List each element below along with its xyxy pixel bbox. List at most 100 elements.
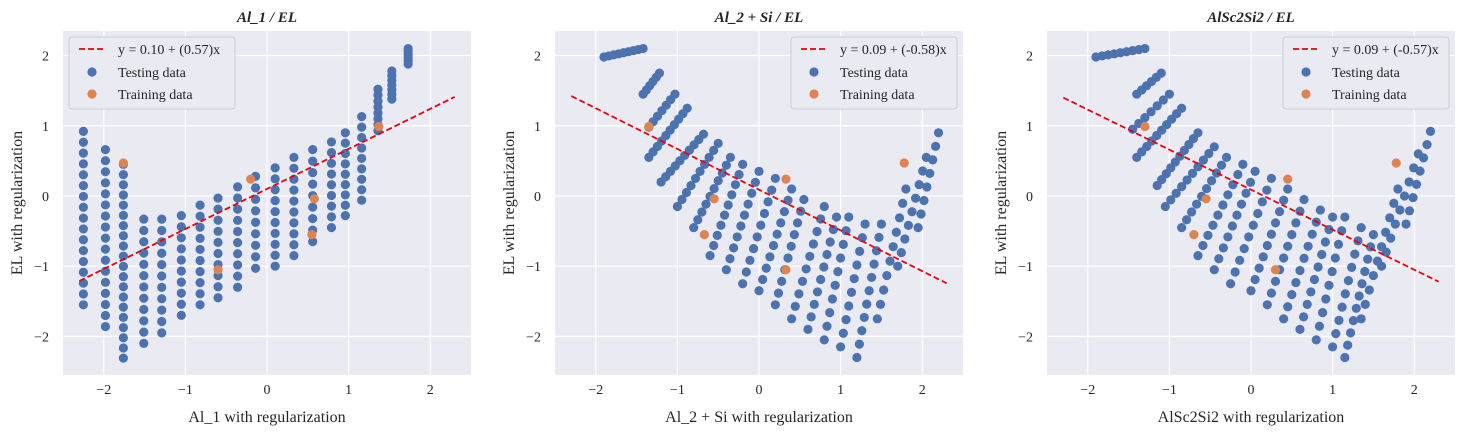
testing-point (78, 246, 88, 256)
legend-training-marker (809, 89, 819, 99)
testing-point (233, 260, 243, 270)
testing-point (176, 266, 186, 276)
testing-point (799, 194, 809, 205)
testing-point (801, 264, 811, 274)
testing-point (100, 189, 111, 199)
testing-point (1213, 210, 1223, 220)
x-tick-label: 0 (756, 383, 763, 398)
training-point (213, 265, 223, 275)
testing-point (1193, 162, 1203, 172)
testing-point (195, 200, 205, 210)
testing-point (326, 137, 337, 147)
training-point (781, 265, 791, 275)
testing-point (682, 103, 692, 113)
legend-training-marker (1301, 89, 1311, 99)
legend-label: Training data (840, 88, 915, 103)
testing-point (340, 179, 350, 190)
testing-point (767, 185, 777, 195)
training-point (374, 121, 384, 132)
testing-point (1363, 254, 1373, 264)
testing-point (1266, 173, 1276, 184)
testing-point (1250, 274, 1260, 285)
testing-point (78, 202, 88, 212)
testing-point (118, 241, 128, 251)
testing-point (1140, 43, 1150, 54)
testing-point (776, 218, 786, 228)
testing-point (195, 244, 205, 255)
testing-point (704, 152, 714, 162)
testing-point (100, 266, 111, 276)
testing-point (819, 335, 829, 345)
testing-point (176, 244, 186, 254)
testing-point (308, 202, 318, 212)
legend: y = 0.09 + (-0.57)x Testing data Training … (1282, 36, 1450, 110)
training-point (307, 229, 317, 240)
testing-point (736, 221, 746, 231)
testing-point (721, 265, 731, 275)
testing-point (1327, 267, 1337, 277)
testing-point (100, 288, 111, 298)
testing-point (819, 201, 829, 212)
testing-point (1253, 208, 1263, 219)
testing-point (326, 190, 337, 201)
x-tick-label: 2 (427, 383, 434, 398)
testing-point (139, 338, 149, 349)
testing-point (1279, 314, 1289, 324)
testing-point (1328, 342, 1338, 352)
testing-point (1279, 195, 1289, 205)
testing-point (701, 199, 711, 209)
testing-point (139, 271, 149, 281)
testing-point (270, 163, 280, 173)
testing-point (1262, 240, 1272, 251)
testing-point (1283, 184, 1293, 194)
testing-point (1245, 177, 1256, 187)
testing-point (1182, 175, 1192, 185)
testing-point (357, 164, 367, 174)
testing-point (822, 249, 832, 260)
training-point (1270, 265, 1281, 275)
testing-point (933, 128, 944, 138)
testing-point (857, 326, 867, 336)
testing-point (1368, 229, 1378, 240)
testing-point (741, 267, 751, 277)
y-tick-label: −1 (526, 260, 541, 275)
testing-point (1357, 279, 1367, 289)
testing-point (1171, 188, 1181, 198)
testing-point (340, 148, 350, 159)
testing-point (1291, 277, 1301, 288)
testing-point (743, 199, 753, 209)
testing-point (844, 301, 854, 311)
testing-point (118, 343, 128, 353)
testing-point (792, 218, 803, 228)
testing-point (1351, 303, 1361, 313)
legend-label: Testing data (118, 66, 187, 81)
legend-testing-marker (1301, 67, 1311, 77)
testing-point (896, 247, 906, 258)
training-point (644, 121, 654, 132)
testing-point (709, 183, 719, 194)
testing-point (78, 148, 88, 158)
testing-point (78, 300, 88, 310)
testing-point (1311, 335, 1321, 345)
testing-point (874, 232, 884, 242)
testing-point (1376, 261, 1387, 271)
testing-point (139, 327, 149, 337)
testing-point (1206, 176, 1217, 186)
testing-point (1334, 315, 1344, 325)
testing-point (1146, 107, 1156, 117)
y-tick-label: −1 (1018, 260, 1033, 275)
y-tick-label: 2 (534, 50, 541, 65)
testing-point (289, 163, 299, 173)
testing-point (139, 282, 149, 292)
testing-point (195, 211, 205, 221)
testing-point (213, 237, 223, 247)
testing-point (195, 255, 205, 266)
testing-point (888, 242, 898, 252)
testing-point (1381, 247, 1391, 257)
testing-point (723, 200, 733, 210)
testing-point (716, 220, 726, 230)
testing-point (1356, 314, 1366, 324)
testing-point (139, 304, 149, 315)
testing-point (928, 155, 938, 165)
